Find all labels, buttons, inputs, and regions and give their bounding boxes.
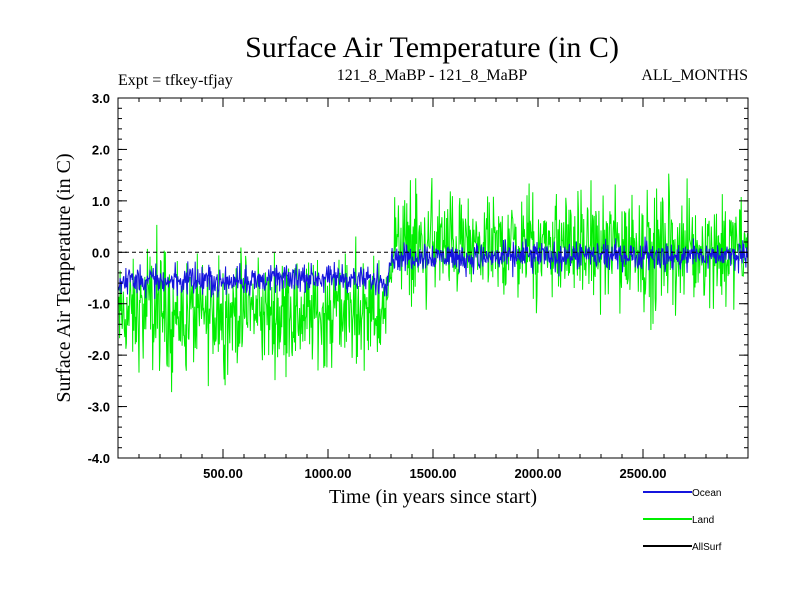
series-line-land	[117, 173, 749, 393]
y-tick-label: -1.0	[88, 297, 110, 312]
y-tick-label: 1.0	[92, 194, 110, 209]
chart-title: Surface Air Temperature (in C)	[245, 31, 619, 64]
y-tick-label: -2.0	[88, 348, 110, 363]
y-tick-label: 2.0	[92, 142, 110, 157]
x-tick-label: 1000.00	[305, 466, 352, 481]
x-axis-label: Time (in years since start)	[329, 486, 537, 508]
x-tick-label: 2000.00	[515, 466, 562, 481]
x-tick-label: 1500.00	[410, 466, 457, 481]
x-tick-label: 2500.00	[620, 466, 667, 481]
y-tick-label: -4.0	[88, 451, 110, 466]
legend: Ocean Land AllSurf	[643, 488, 722, 553]
legend-label-allsurf: AllSurf	[692, 542, 722, 553]
experiment-label: Expt = tfkey-tfjay	[118, 72, 233, 89]
months-label: ALL_MONTHS	[641, 67, 748, 84]
y-tick-label: 3.0	[92, 91, 110, 106]
tick-layer: 3.0 2.0 1.0 0.0 -1.0 -2.0 -3.0 -4.0 500.00 1000.0…	[88, 91, 748, 481]
plot-area: 3.0 2.0 1.0 0.0 -1.0 -2.0 -3.0 -4.0 500.00 1000.0…	[88, 91, 749, 481]
series-line-ocean	[117, 236, 749, 300]
x-tick-label: 500.00	[203, 466, 243, 481]
y-tick-label: 0.0	[92, 245, 110, 260]
legend-label-land: Land	[692, 515, 714, 526]
legend-label-ocean: Ocean	[692, 488, 721, 499]
y-tick-label: -3.0	[88, 400, 110, 415]
case-label: 121_8_MaBP - 121_8_MaBP	[337, 67, 528, 84]
series-layer	[117, 173, 749, 393]
y-axis-label: Surface Air Temperature (in C)	[53, 153, 75, 402]
